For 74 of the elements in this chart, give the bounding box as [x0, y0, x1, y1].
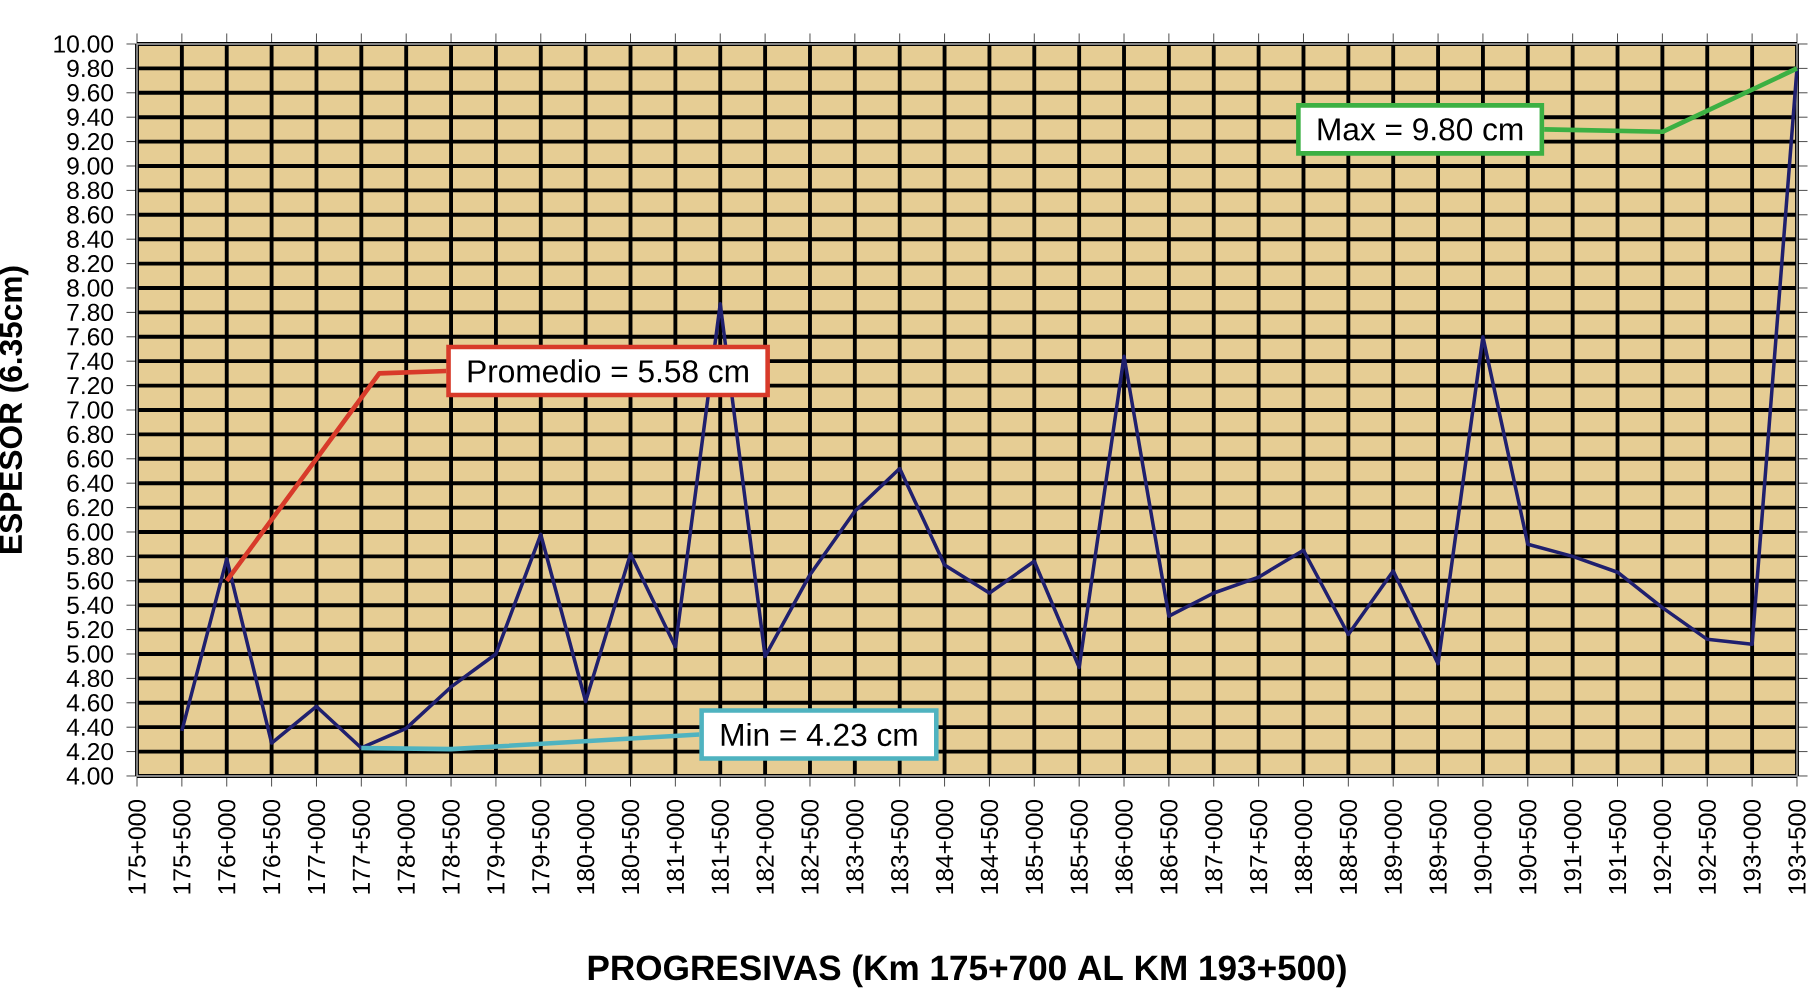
x-tick-label: 193+500	[1788, 799, 1806, 894]
x-axis-title: PROGRESIVAS (Km 175+700 AL KM 193+500)	[588, 954, 1346, 988]
x-tick-label: 181+500	[711, 799, 729, 894]
y-tick-label: 7.40	[67, 352, 114, 370]
x-tick-label: 176+000	[218, 799, 236, 894]
y-tick-label: 9.00	[67, 157, 114, 175]
x-tick-label: 184+000	[935, 799, 954, 894]
x-tick-label: 190+000	[1474, 799, 1492, 894]
y-tick-label: 5.20	[67, 620, 114, 639]
x-tick-label: 176+500	[262, 799, 281, 894]
y-tick-label: 9.60	[67, 84, 114, 102]
y-tick-label: 9.20	[67, 132, 114, 151]
x-tick-label: 177+000	[307, 799, 326, 894]
y-tick-label: 8.40	[67, 230, 114, 248]
y-tick-label: 7.00	[67, 401, 114, 419]
x-tick-label: 192+500	[1698, 799, 1716, 894]
x-tick-label: 185+000	[1025, 799, 1043, 894]
x-tick-label: 182+500	[801, 799, 819, 894]
y-tick-label: 10.00	[54, 35, 114, 53]
x-tick-label: 179+000	[487, 799, 505, 894]
x-tick-label: 175+000	[128, 799, 146, 894]
y-tick-label: 6.60	[67, 450, 114, 468]
y-tick-label: 5.40	[67, 596, 114, 614]
x-tick-label: 190+500	[1519, 799, 1537, 894]
x-tick-label: 191+500	[1608, 799, 1627, 894]
y-tick-label: 8.00	[67, 279, 114, 297]
y-tick-label: 8.20	[67, 254, 114, 273]
y-tick-label: 5.00	[67, 645, 114, 663]
x-tick-label: 177+500	[352, 799, 371, 894]
x-tick-label: 178+500	[442, 799, 460, 894]
y-tick-label: 7.80	[67, 303, 114, 322]
annotation: Min = 4.23 cm	[721, 722, 917, 747]
x-tick-label: 188+500	[1339, 799, 1358, 894]
x-tick-label: 184+500	[980, 799, 999, 894]
y-tick-label: 7.60	[67, 328, 114, 346]
y-tick-label: 8.60	[67, 206, 114, 224]
y-tick-label: 7.20	[67, 376, 114, 395]
y-tick-label: 4.20	[66, 742, 114, 761]
y-tick-label: 6.40	[67, 474, 114, 492]
x-tick-label: 181+000	[666, 799, 685, 894]
x-tick-label: 188+000	[1294, 799, 1313, 894]
x-tick-label: 180+500	[621, 799, 640, 894]
x-tick-label: 187+000	[1205, 799, 1223, 894]
line-series	[180, 66, 1799, 750]
x-tick-label: 191+000	[1563, 799, 1582, 894]
y-tick-label: 4.00	[66, 767, 114, 785]
y-tick-label: 6.20	[67, 498, 114, 517]
y-tick-label: 8.80	[67, 181, 114, 200]
x-tick-label: 187+500	[1249, 799, 1268, 894]
y-tick-label: 6.00	[67, 523, 114, 541]
y-tick-label: 5.60	[67, 572, 114, 590]
y-tick-label: 4.40	[66, 718, 114, 736]
x-tick-label: 182+000	[756, 799, 774, 894]
y-tick-label: 4.60	[66, 694, 114, 712]
x-tick-label: 193+000	[1743, 799, 1761, 894]
y-tick-label: 9.40	[67, 108, 114, 126]
x-tick-label: 192+000	[1653, 799, 1672, 894]
y-tick-label: 6.80	[67, 425, 114, 444]
annotation: Promedio = 5.58 cm	[468, 359, 748, 383]
x-tick-label: 178+000	[397, 799, 415, 894]
x-tick-label: 189+500	[1429, 799, 1447, 894]
x-tick-label: 180+000	[576, 799, 595, 894]
y-tick-label: 5.80	[67, 547, 114, 566]
x-tick-label: 183+000	[846, 799, 864, 894]
y-tick-label: 4.80	[66, 669, 114, 688]
y-tick-label: 9.80	[67, 59, 114, 78]
x-tick-label: 185+500	[1070, 799, 1088, 894]
x-tick-label: 186+500	[1160, 799, 1178, 894]
x-tick-label: 186+000	[1115, 799, 1133, 894]
x-tick-label: 175+500	[173, 799, 191, 894]
annotation: Max = 9.80 cm	[1318, 118, 1523, 141]
x-tick-label: 183+500	[891, 799, 909, 894]
x-tick-label: 179+500	[532, 799, 550, 894]
x-tick-label: 189+000	[1384, 799, 1402, 894]
